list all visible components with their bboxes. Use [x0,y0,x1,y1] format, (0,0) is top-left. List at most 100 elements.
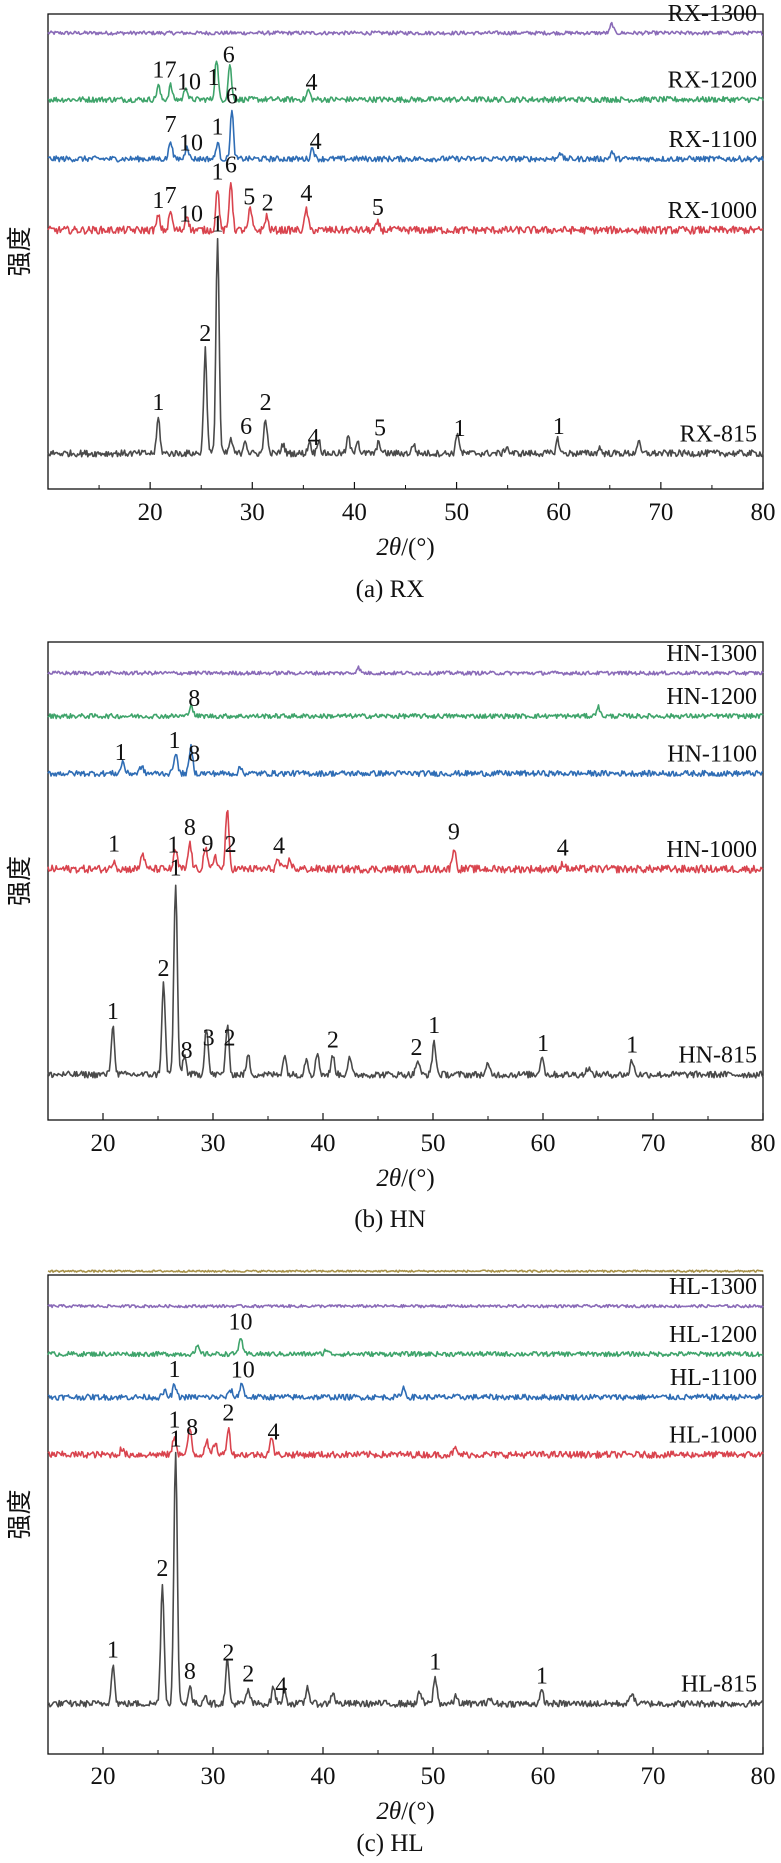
peak-annotation: 2 [260,390,272,416]
peak-annotation: 4 [308,425,320,451]
y-axis-label: 强度 [6,1489,34,1539]
plot-frame [47,13,764,490]
peak-annotation: 5 [243,185,255,211]
series-line [47,809,764,874]
series-label: HL-1200 [669,1322,757,1348]
panel-2: 20 30 40 50 60 70 80 2θ/(°) 强度 (b) HN HN-1300 HN-12… [6,641,776,1233]
series-line [47,1382,764,1401]
peak-annotation: 2 [242,1661,254,1687]
peak-annotation: 4 [310,129,322,155]
series-line [47,21,763,36]
series-label: RX-815 [680,421,757,447]
peak-annotation: 4 [273,833,285,859]
peak-annotation: 8 [184,1659,196,1685]
series-line [47,1269,764,1273]
series-line [47,743,764,778]
peak-annotation: 9 [448,820,460,846]
peak-annotation: 7 [165,183,177,209]
x-tick-label: 60 [546,499,571,526]
y-axis-label: 强度 [6,226,34,276]
peak-annotation: 1 [428,1013,440,1039]
series-line [47,1338,764,1358]
peak-annotation: 8 [188,686,200,712]
series-label: HN-1200 [666,684,757,710]
x-tick-label: 80 [751,1763,776,1790]
peak-annotation: 1 [169,1407,181,1433]
peak-annotation: 1 [152,188,164,214]
peak-annotation: 1 [108,831,120,857]
x-tick-label: 80 [751,499,776,526]
peak-annotation: 1 [212,212,224,238]
x-tick-label: 20 [91,1130,116,1157]
peak-annotation: 10 [177,69,201,95]
peak-annotation: 1 [429,1649,441,1675]
peak-annotation: 1 [212,159,224,185]
peak-annotation: 1 [167,833,179,859]
panel-caption: (a) RX [356,576,425,603]
peak-annotation: 1 [553,414,565,440]
peak-annotation: 1 [170,1427,182,1453]
peak-annotation: 5 [372,195,384,221]
panel-1: 20 30 40 50 60 70 80 2θ/(°) 强度 (a) RX RX-1300 RX-12… [6,1,776,603]
plot-frame [47,641,764,1121]
peak-annotation: 1 [536,1664,548,1690]
series-line [47,109,764,163]
peak-annotation: 4 [275,1673,287,1699]
peak-annotation: 2 [158,956,170,982]
series-line [47,182,764,235]
series-label: RX-1300 [668,1,757,27]
series-line [47,703,764,720]
peak-annotation: 10 [179,130,203,156]
peak-annotation: 2 [222,1400,234,1426]
peak-annotation: 7 [165,57,177,83]
peak-annotation: 4 [557,835,569,861]
panel-caption: (b) HN [354,1206,426,1233]
panel-3: 20 30 40 50 60 70 80 2θ/(°) 强度 (c) HL HL-1300 HL-12… [6,1269,776,1857]
peak-annotation: 2 [222,1641,234,1667]
x-tick-label: 20 [138,499,163,526]
peak-annotation: 2 [327,1027,339,1053]
series-label: HN-1000 [666,837,757,863]
peak-annotation: 1 [115,740,127,766]
peak-annotation: 4 [268,1419,280,1445]
series-label: HN-1100 [667,741,757,767]
x-tick-label: 40 [311,1763,336,1790]
peak-annotation: 3 [203,1026,215,1052]
series-line [47,665,764,676]
series-line [47,60,764,104]
x-tick-label: 30 [201,1130,226,1157]
x-tick-label: 30 [240,499,265,526]
series-label: RX-1200 [668,68,757,94]
peak-annotation: 4 [300,181,312,207]
series-line [47,1427,764,1459]
series-label: RX-1100 [669,127,757,153]
peak-annotation: 6 [240,414,252,440]
series-label: RX-1000 [668,198,757,224]
peak-annotation: 6 [223,43,235,69]
x-tick-label: 40 [342,499,367,526]
peak-annotation: 1 [537,1031,549,1057]
x-tick-label: 50 [421,1763,446,1790]
peak-annotation: 1 [152,390,164,416]
peak-annotation: 6 [225,152,237,178]
series-line [47,237,764,458]
x-tick-label: 60 [531,1130,556,1157]
peak-annotation: 2 [262,191,274,217]
x-tick-label: 60 [531,1763,556,1790]
x-tick-label: 70 [641,1763,666,1790]
peak-annotation: 1 [107,1637,119,1663]
series-line [47,1451,764,1708]
plot-frame [47,1274,764,1755]
peak-annotation: 1 [170,855,182,881]
x-tick-label: 80 [751,1130,776,1157]
peak-annotation: 8 [188,741,200,767]
x-tick-label: 70 [641,1130,666,1157]
series-label: HL-1300 [669,1274,757,1300]
x-axis-label: 2θ/(°) [376,1798,434,1825]
peak-annotation: 10 [179,202,203,228]
series-label: HL-1000 [669,1423,757,1449]
panel-caption: (c) HL [356,1830,423,1857]
peak-annotation: 1 [212,114,224,140]
